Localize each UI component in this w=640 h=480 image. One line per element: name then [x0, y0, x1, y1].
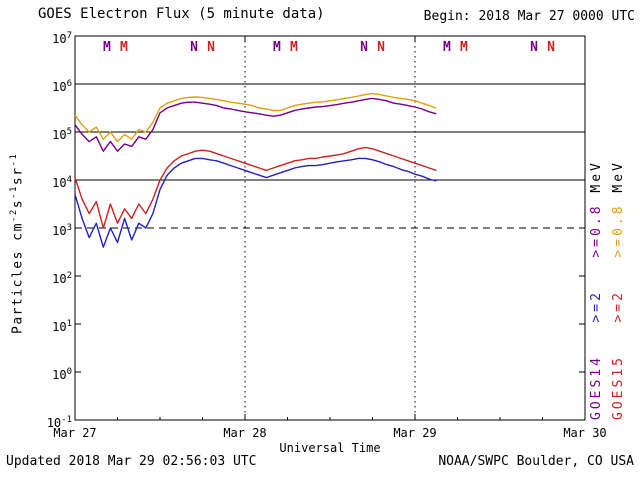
updated-timestamp: Updated 2018 Mar 29 02:56:03 UTC — [6, 454, 257, 469]
begin-timestamp: Begin: 2018 Mar 27 0000 UTC — [423, 9, 635, 24]
legend-segment: >=0.8 — [611, 203, 626, 258]
series-goes15-ge0p8mev — [74, 92, 437, 143]
y-tick-label-1e5: 105 — [52, 127, 72, 142]
legend-segment — [589, 323, 604, 355]
legend-column-goes15: GOES15 >=2 >=0.8 MeV — [611, 160, 626, 420]
y-tick-label-1e4: 104 — [52, 175, 72, 190]
marker-M: M — [290, 40, 298, 55]
legend-segment — [589, 258, 604, 290]
legend-column-goes14: GOES14 >=2 >=0.8 MeV — [589, 160, 604, 420]
marker-M: M — [460, 40, 468, 55]
legend-segment: GOES15 — [611, 355, 626, 420]
legend-segment: >=2 — [589, 290, 604, 323]
x-axis-label: Universal Time — [279, 441, 381, 455]
marker-N: N — [377, 40, 385, 55]
y-tick-label-1e6: 106 — [52, 79, 72, 94]
marker-M: M — [273, 40, 281, 55]
source-credit: NOAA/SWPC Boulder, CO USA — [438, 454, 634, 469]
y-tick-label-1e1: 101 — [52, 319, 72, 334]
y-tick-label-1e0: 100 — [52, 367, 72, 382]
legend-segment: MeV — [589, 160, 604, 204]
x-tick-label-mar-30: Mar 30 — [563, 426, 607, 440]
legend-segment: MeV — [611, 160, 626, 204]
x-tick-label-mar-29: Mar 29 — [393, 426, 437, 440]
x-tick-label-mar-28: Mar 28 — [223, 426, 267, 440]
legend-segment: >=2 — [611, 290, 626, 323]
y-tick-label-1e-1: 10-1 — [46, 415, 72, 430]
marker-M: M — [443, 40, 451, 55]
y-tick-label-1e7: 107 — [52, 31, 72, 46]
legend-segment — [611, 258, 626, 290]
marker-N: N — [547, 40, 555, 55]
marker-N: N — [207, 40, 215, 55]
marker-N: N — [190, 40, 198, 55]
marker-M: M — [103, 40, 111, 55]
marker-N: N — [530, 40, 538, 55]
page-title: GOES Electron Flux (5 minute data) — [38, 6, 325, 22]
legend-segment — [611, 323, 626, 355]
y-tick-label-1e3: 103 — [52, 223, 72, 238]
x-tick-label-mar-27: Mar 27 — [53, 426, 97, 440]
series-goes15-ge2mev — [74, 146, 437, 229]
marker-M: M — [120, 40, 128, 55]
y-tick-label-1e2: 102 — [52, 271, 72, 286]
legend-segment: >=0.8 — [589, 203, 604, 258]
legend-segment: GOES14 — [589, 355, 604, 420]
marker-N: N — [360, 40, 368, 55]
series-goes14-ge2mev — [74, 157, 437, 248]
series-goes14-ge0p8mev — [74, 97, 437, 152]
